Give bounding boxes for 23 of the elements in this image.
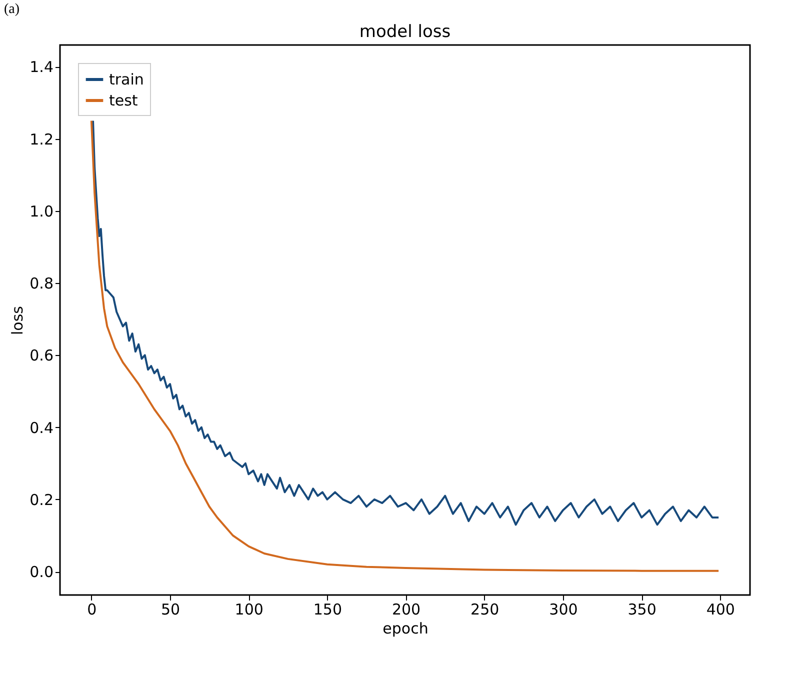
x-tick-label: 400: [706, 600, 735, 618]
x-tick-label: 100: [234, 600, 264, 618]
text: (a): [4, 2, 20, 18]
x-tick-label: 350: [628, 600, 656, 618]
y-tick-label: 1.4: [30, 58, 54, 76]
y-tick-label: 0.6: [30, 346, 54, 365]
x-tick-label: 200: [392, 600, 421, 618]
legend-label: test: [109, 92, 138, 110]
y-tick-label: 0.2: [30, 490, 54, 509]
x-tick-label: 300: [549, 600, 578, 618]
y-tick-label: 0.0: [30, 563, 54, 582]
x-tick-label: 150: [313, 600, 342, 618]
x-tick-label: 50: [160, 600, 180, 618]
x-axis-title: epoch: [382, 620, 428, 638]
legend-label: train: [109, 70, 144, 88]
y-tick-label: 0.8: [30, 274, 54, 293]
y-tick-label: 1.0: [30, 202, 54, 220]
x-tick-label: 0: [87, 600, 97, 618]
x-tick-label: 250: [470, 600, 500, 618]
y-axis-title: loss: [8, 306, 27, 335]
chart-title: model loss: [359, 22, 451, 42]
y-tick-label: 1.2: [30, 130, 54, 148]
y-tick-label: 0.4: [30, 418, 54, 437]
